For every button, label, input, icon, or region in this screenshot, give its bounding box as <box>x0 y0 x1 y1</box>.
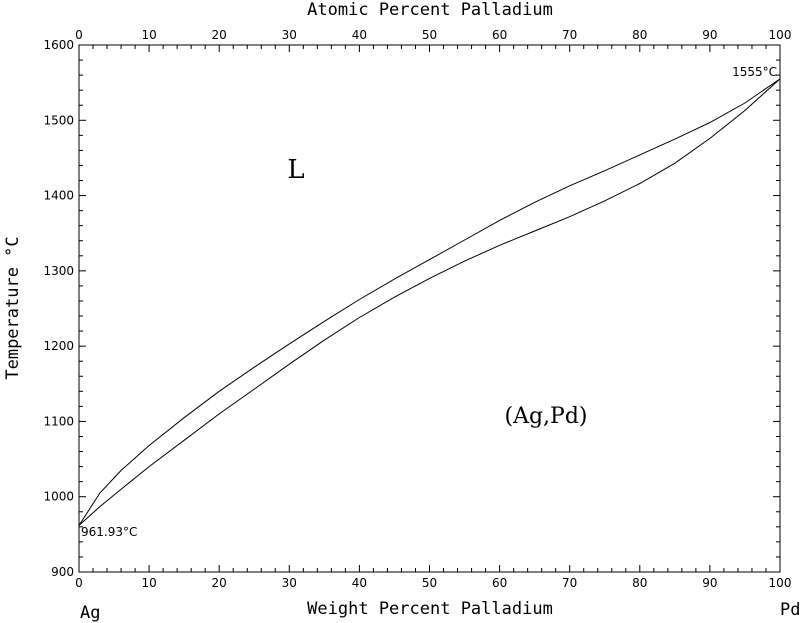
top-axis-title: Atomic Percent Palladium <box>307 0 553 20</box>
x-tick-label: 90 <box>702 576 717 590</box>
top-tick-label: 100 <box>769 28 792 42</box>
y-axis-title: Temperature °C <box>3 236 23 379</box>
axis-ticks <box>78 44 781 573</box>
x-tick-label: 80 <box>632 576 647 590</box>
x-tick-label: 50 <box>422 576 437 590</box>
y-tick-label: 900 <box>51 565 74 579</box>
melting-point-pd-label: 1555°C <box>732 65 777 79</box>
top-tick-label: 80 <box>632 28 647 42</box>
y-tick-label: 1400 <box>43 189 74 203</box>
top-tick-label: 70 <box>562 28 577 42</box>
liquidus-curve <box>78 78 781 526</box>
region-label-liquid: L <box>287 155 304 185</box>
x-tick-label: 30 <box>282 576 297 590</box>
y-tick-label: 1200 <box>43 339 74 353</box>
y-tick-label: 1600 <box>43 38 74 52</box>
axis-tick-labels: 0 10 20 30 40 50 60 70 80 90 1000 10 20 30 40 50 60 70 80 9… <box>43 28 791 590</box>
y-tick-label: 1100 <box>43 414 74 428</box>
element-label-right: Pd <box>780 600 800 620</box>
top-tick-label: 30 <box>282 28 297 42</box>
x-tick-label: 100 <box>769 576 792 590</box>
top-tick-label: 0 <box>75 28 83 42</box>
x-tick-label: 20 <box>212 576 227 590</box>
melting-point-ag-label: 961.93°C <box>81 525 137 539</box>
x-axis-title: Weight Percent Palladium <box>307 599 553 619</box>
top-tick-label: 90 <box>702 28 717 42</box>
region-label-solid-solution: (Ag,Pd) <box>504 404 587 429</box>
y-tick-label: 1300 <box>43 264 74 278</box>
top-tick-label: 40 <box>352 28 367 42</box>
top-tick-label: 20 <box>212 28 227 42</box>
phase-boundaries <box>78 78 781 526</box>
x-tick-label: 40 <box>352 576 367 590</box>
x-tick-label: 10 <box>141 576 156 590</box>
element-label-left: Ag <box>80 603 100 623</box>
x-tick-label: 60 <box>492 576 507 590</box>
y-tick-label: 1500 <box>43 113 74 127</box>
y-tick-label: 1000 <box>43 490 74 504</box>
x-tick-label: 70 <box>562 576 577 590</box>
plot-frame <box>78 44 781 573</box>
top-tick-label: 50 <box>422 28 437 42</box>
top-tick-label: 10 <box>141 28 156 42</box>
x-tick-label: 0 <box>75 576 83 590</box>
solidus-curve <box>78 78 781 526</box>
top-tick-label: 60 <box>492 28 507 42</box>
